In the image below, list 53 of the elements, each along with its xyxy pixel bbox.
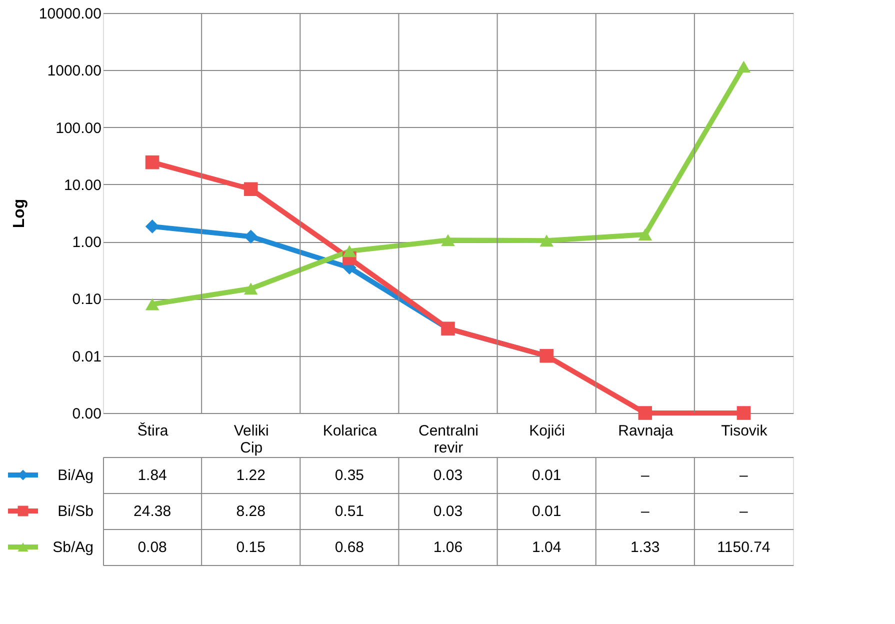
- data-label: 0.15: [236, 539, 266, 556]
- data-label: 0.51: [334, 503, 364, 520]
- point: [638, 406, 652, 420]
- point: [540, 234, 554, 247]
- data-label: 1.22: [236, 467, 266, 484]
- legend-label: Bi/Sb: [58, 503, 94, 520]
- data-label: 1.06: [433, 539, 463, 556]
- x-tick-label: Centralni revir: [418, 422, 479, 456]
- point: [441, 234, 455, 246]
- data-label: 24.38: [134, 503, 172, 520]
- point: [244, 282, 258, 295]
- data-label: 0.68: [334, 539, 364, 556]
- y-axis-title: Log: [10, 198, 28, 228]
- data-label: 0.35: [334, 467, 364, 484]
- data-label: 1.84: [138, 467, 167, 484]
- data-label: 0.08: [138, 539, 167, 556]
- x-tick-label: Ravnaja: [618, 422, 674, 440]
- text: –: [640, 467, 650, 484]
- data-label: –: [740, 503, 749, 520]
- point: [736, 60, 751, 73]
- point: [145, 298, 160, 310]
- point: [145, 220, 160, 234]
- x-tick-label: Tisovik: [721, 422, 768, 440]
- x-tick-label: Veliki Cip: [234, 422, 269, 456]
- y-tick-label: 1000.00: [47, 62, 102, 80]
- y-tick-label: 0.10: [72, 291, 102, 308]
- data-label: 0.03: [433, 467, 463, 484]
- y-tick-label: 10.00: [64, 176, 102, 194]
- point: [145, 155, 160, 170]
- data-label: 0.01: [532, 467, 562, 484]
- point: [342, 245, 356, 258]
- legend-label: Sb/Ag: [52, 539, 94, 556]
- y-tick-label: 1.00: [72, 234, 102, 252]
- y-tick-label: 100.00: [56, 120, 102, 137]
- point: [244, 182, 258, 196]
- text: –: [740, 467, 748, 484]
- point: [638, 228, 652, 240]
- data-label: 1.33: [630, 539, 660, 556]
- data-label: 1.04: [532, 539, 562, 556]
- y-tick-label: 10000.00: [38, 6, 102, 22]
- x-tick-label: Štira: [137, 422, 169, 440]
- data-label: 1150.74: [717, 539, 770, 556]
- point: [244, 230, 258, 244]
- x-tick-label: Kolarica: [322, 422, 378, 440]
- legend-label: Bi/Ag: [58, 467, 94, 484]
- data-label: 0.01: [532, 503, 562, 520]
- data-label: 8.28: [236, 503, 266, 520]
- y-tick-label: 0.00: [72, 406, 102, 422]
- data-label: –: [640, 503, 650, 520]
- x-tick-label: Kojići: [529, 422, 565, 440]
- point: [736, 406, 751, 420]
- data-label: 0.03: [433, 503, 463, 520]
- y-tick-label: 0.01: [72, 348, 102, 366]
